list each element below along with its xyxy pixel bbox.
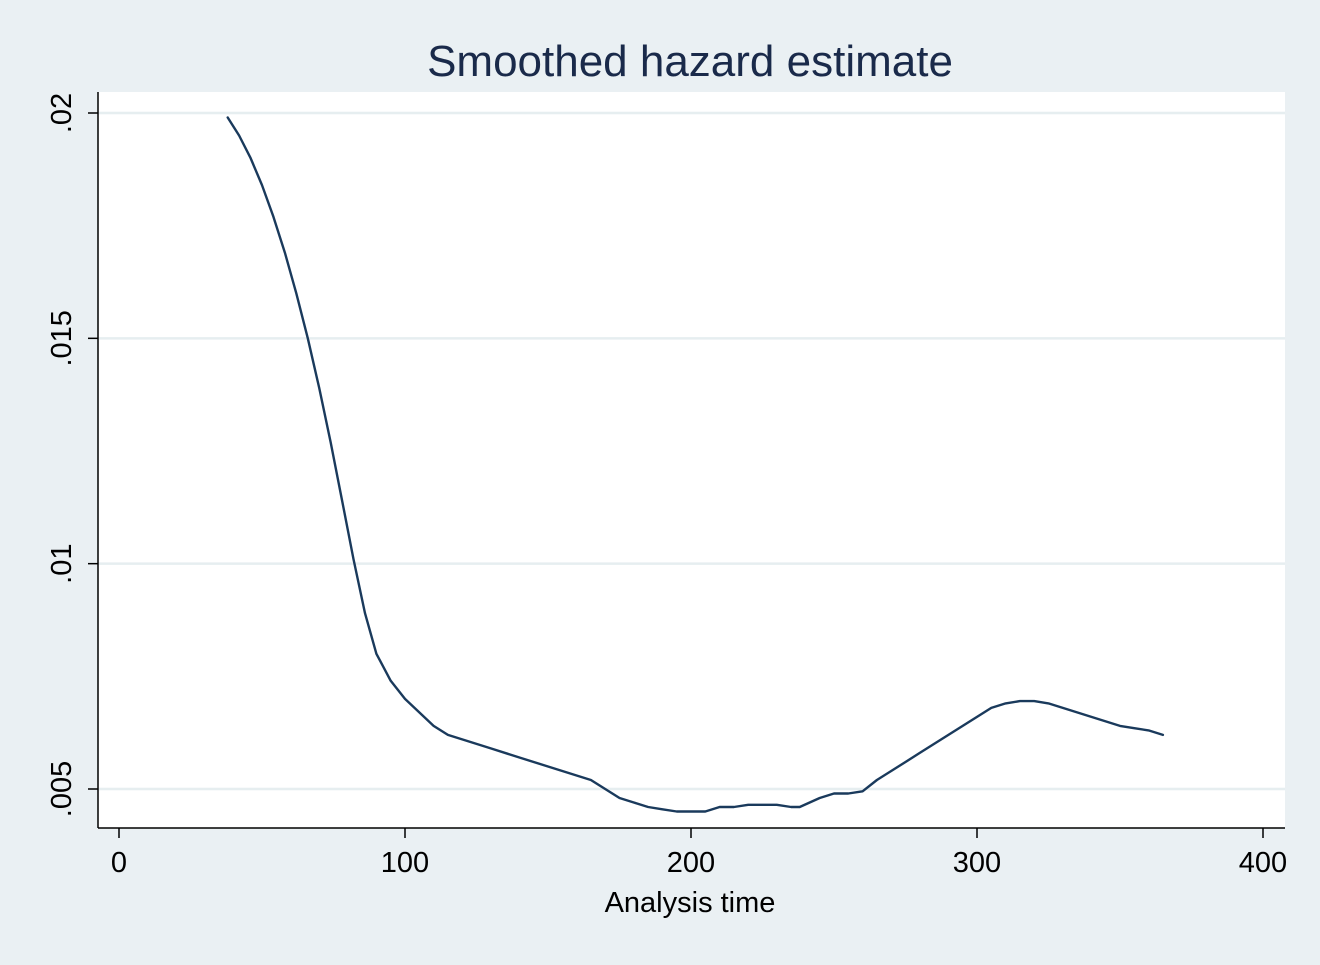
plot-area [98,92,1285,828]
y-tick-label-1: .01 [46,544,78,584]
x-tick-label-0: 0 [111,847,127,879]
y-tick-label-2: .015 [46,310,78,366]
series-line-0 [226,116,1165,813]
x-tick-label-2: 200 [667,847,715,879]
x-axis-label: Analysis time [605,887,776,919]
y-tick-label-3: .02 [46,93,78,133]
chart-title: Smoothed hazard estimate [427,37,953,86]
axes: 0 100 200 300 400 .005 .01 .015 .02 [46,92,1287,879]
y-tick-label-0: .005 [46,761,78,817]
gridlines [98,111,1285,791]
x-tick-label-3: 300 [953,847,1001,879]
series-layer [226,116,1165,813]
x-tick-label-1: 100 [381,847,429,879]
x-tick-label-4: 400 [1239,847,1287,879]
